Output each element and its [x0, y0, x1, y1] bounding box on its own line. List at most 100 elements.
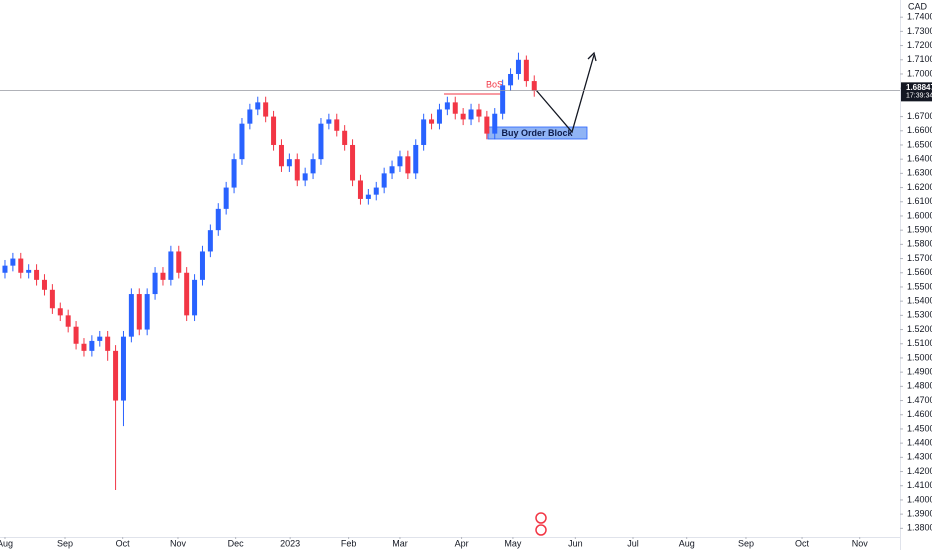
candle-body	[34, 269, 40, 280]
y-tick-label: 1.62000	[907, 182, 932, 192]
x-tick-label: May	[504, 538, 522, 548]
candle-body	[452, 102, 458, 114]
x-tick-label: Jun	[568, 538, 583, 548]
candle-body	[421, 119, 427, 145]
y-tick-label: 1.64000	[907, 154, 932, 164]
y-tick-label: 1.56000	[907, 267, 932, 277]
y-tick-label: 1.58000	[907, 239, 932, 249]
candle-body	[223, 187, 229, 209]
candle-body	[350, 144, 356, 181]
candle-body	[160, 272, 166, 280]
y-tick-label: 1.59000	[907, 225, 932, 235]
y-tick-label: 1.47000	[907, 395, 932, 405]
last-price-box	[901, 82, 932, 102]
y-tick-label: 1.50000	[907, 352, 932, 362]
candle-body	[302, 173, 308, 181]
y-tick-label: 1.71000	[907, 54, 932, 64]
candle-body	[144, 294, 150, 330]
x-tick-label: Nov	[170, 538, 187, 548]
candle-body	[184, 272, 190, 316]
candle-body	[444, 102, 450, 110]
x-tick-label: Mar	[392, 538, 408, 548]
candle-body	[192, 279, 198, 316]
x-tick-label: Dec	[228, 538, 245, 548]
y-tick-label: 1.52000	[907, 324, 932, 334]
candle-body	[57, 308, 63, 316]
candle-body	[508, 73, 514, 86]
candle-body	[89, 340, 95, 351]
candle-body	[334, 119, 340, 131]
y-tick-label: 1.70000	[907, 68, 932, 78]
candle-body	[231, 159, 237, 188]
y-tick-label: 1.53000	[907, 310, 932, 320]
candle-body	[389, 166, 395, 174]
candle-body	[460, 113, 466, 120]
candle-body	[215, 208, 221, 231]
candle-body	[500, 85, 506, 114]
currency: CAD	[908, 1, 928, 11]
candle-body	[531, 81, 537, 92]
x-tick-label: Jul	[627, 538, 639, 548]
candle-body	[239, 123, 245, 160]
candle-body	[357, 180, 363, 199]
candle-body	[397, 156, 403, 167]
candle-body	[97, 336, 103, 341]
event-icon[interactable]	[535, 524, 547, 536]
candle-body	[476, 109, 482, 117]
candle-body	[18, 258, 24, 273]
candle-body	[2, 265, 8, 273]
candle-body	[73, 326, 79, 344]
bos-label: BoS	[486, 79, 503, 89]
y-tick-label: 1.45000	[907, 423, 932, 433]
candle-body	[436, 109, 442, 124]
candle-body	[342, 130, 348, 145]
y-tick-label: 1.41000	[907, 480, 932, 490]
y-tick-label: 1.72000	[907, 40, 932, 50]
arrow-head	[587, 51, 597, 62]
candle-body	[65, 315, 71, 327]
event-icon[interactable]	[535, 512, 547, 524]
candle-body	[81, 343, 87, 351]
x-tick-label: Sep	[57, 538, 73, 548]
candle-body	[381, 173, 387, 188]
y-tick-label: 1.61000	[907, 196, 932, 206]
y-tick-label: 1.39000	[907, 509, 932, 519]
candle-body	[278, 144, 284, 167]
order-block-label: Buy Order Block	[501, 128, 573, 138]
projection-arrow	[535, 54, 595, 134]
y-tick-label: 1.51000	[907, 338, 932, 348]
candles	[2, 52, 537, 491]
candle-body	[271, 116, 277, 145]
candle-body	[318, 123, 324, 160]
candle-body	[255, 102, 261, 110]
candle-body	[247, 109, 253, 124]
y-tick-label: 1.74000	[907, 12, 932, 22]
candle-body	[113, 350, 119, 401]
candle-body	[286, 159, 292, 167]
candle-body	[207, 230, 213, 252]
y-tick-label: 1.48000	[907, 381, 932, 391]
y-tick-label: 1.46000	[907, 409, 932, 419]
candle-body	[365, 194, 371, 199]
y-tick-label: 1.55000	[907, 281, 932, 291]
candle-body	[326, 119, 332, 124]
candle-body	[263, 102, 269, 117]
candle-body	[120, 336, 126, 401]
candle-body	[136, 294, 142, 330]
candle-body	[373, 187, 379, 195]
candle-body	[10, 258, 16, 266]
candle-body	[429, 119, 435, 124]
y-tick-label: 1.73000	[907, 26, 932, 36]
y-tick-label: 1.54000	[907, 296, 932, 306]
x-tick-label: Feb	[341, 538, 357, 548]
x-tick-label: Aug	[679, 538, 695, 548]
candle-body	[405, 156, 411, 174]
y-tick-label: 1.42000	[907, 466, 932, 476]
x-tick-label: Aug	[0, 538, 13, 548]
x-tick-label: Nov	[852, 538, 869, 548]
y-tick-label: 1.63000	[907, 168, 932, 178]
candle-body	[49, 289, 55, 309]
x-tick-label: 2023	[280, 538, 300, 548]
